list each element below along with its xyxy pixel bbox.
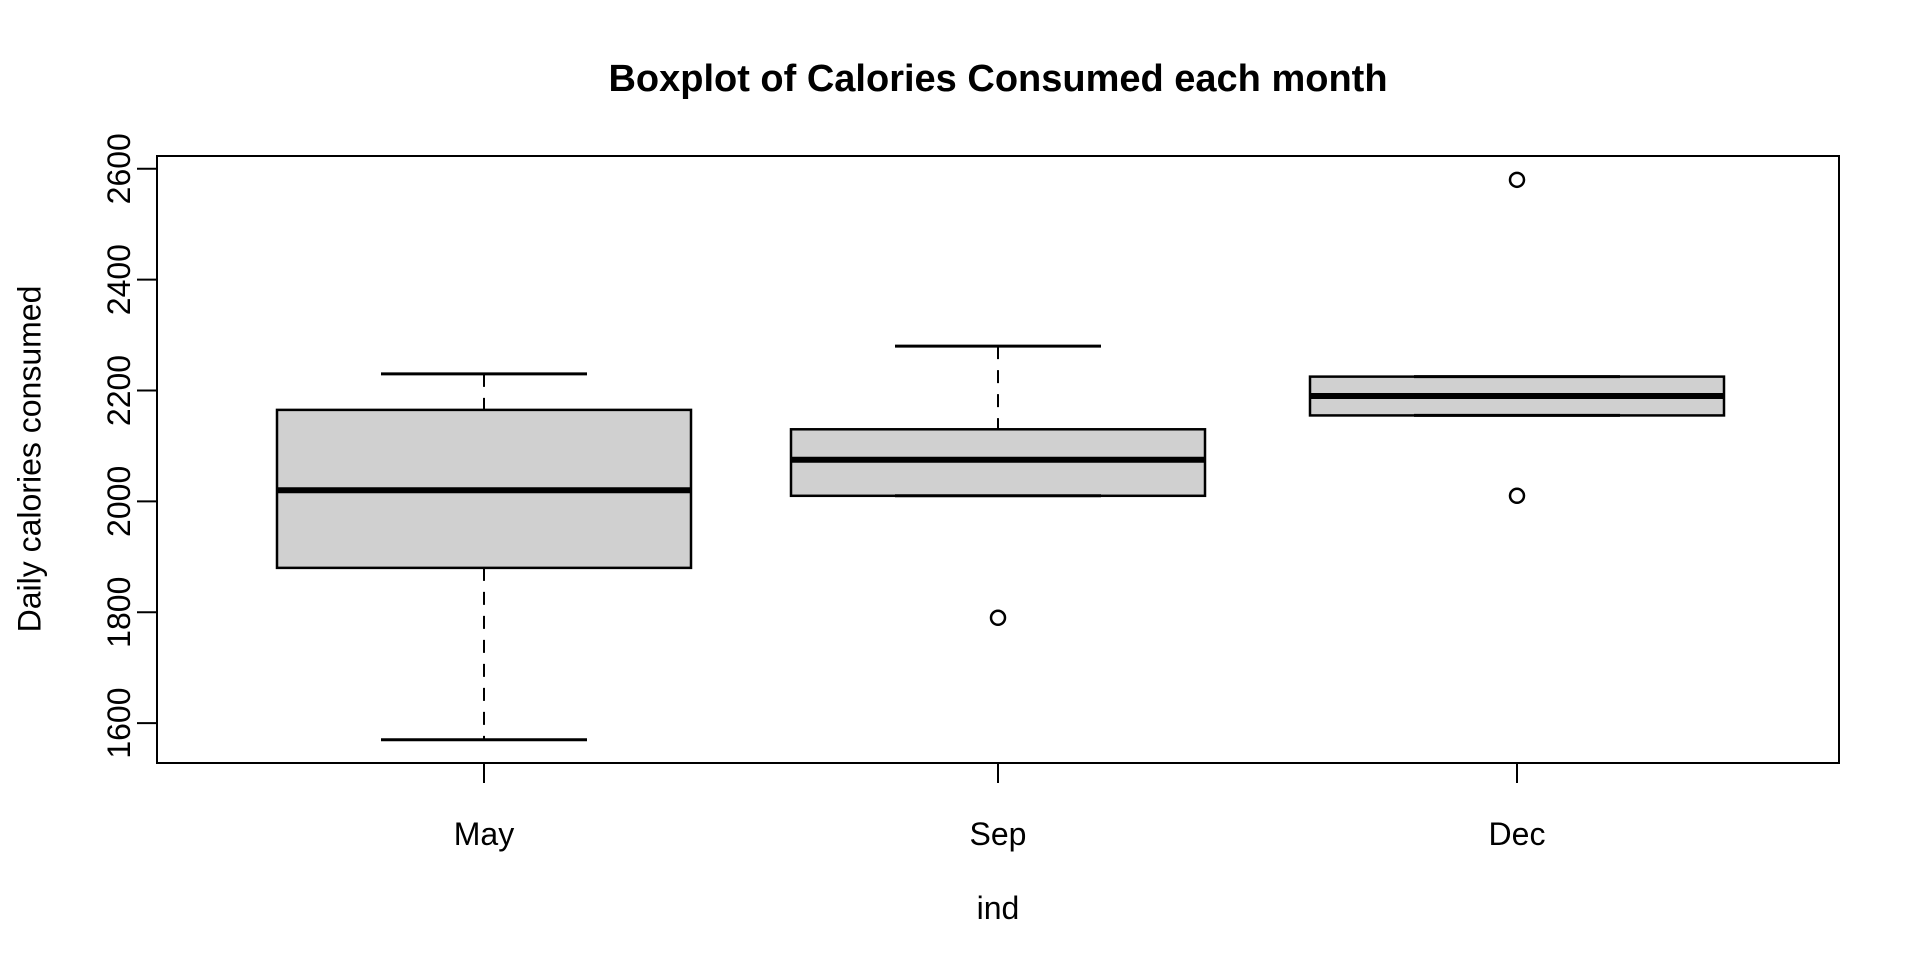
category-label-May: May	[454, 816, 514, 852]
chart-title: Boxplot of Calories Consumed each month	[608, 58, 1388, 100]
outlier-point	[1508, 487, 1526, 505]
y-tick-label: 2600	[101, 133, 137, 204]
y-tick-label: 1800	[101, 577, 137, 648]
y-tick-label: 2000	[101, 466, 137, 537]
category-label-Dec: Dec	[1489, 816, 1546, 852]
category-label-Sep: Sep	[970, 816, 1027, 852]
y-tick-label: 1600	[101, 687, 137, 758]
outlier-point	[1508, 171, 1526, 189]
outlier-point	[989, 609, 1007, 627]
x-axis-label: ind	[976, 890, 1020, 926]
y-tick-label: 2400	[101, 244, 137, 315]
y-tick-label: 2200	[101, 355, 137, 426]
